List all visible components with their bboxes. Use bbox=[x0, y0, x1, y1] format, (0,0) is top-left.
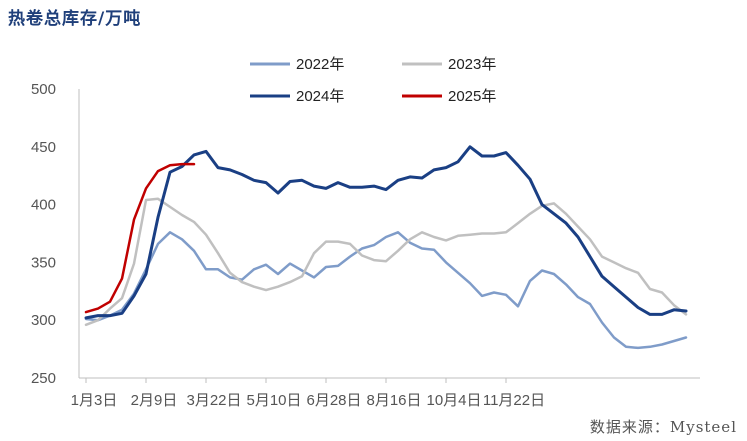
series-line-2022年 bbox=[84, 231, 688, 350]
series-line-2024年 bbox=[84, 145, 688, 320]
y-tick-label: 300 bbox=[31, 312, 56, 329]
data-source: 数据来源：Mysteel bbox=[589, 418, 737, 436]
y-axis: 250 300 350 400 450 500 bbox=[31, 81, 56, 387]
legend-label: 2023年 bbox=[448, 56, 496, 73]
legend-label: 2024年 bbox=[296, 88, 344, 105]
legend-label: 2025年 bbox=[448, 88, 496, 105]
legend-label: 2022年 bbox=[296, 56, 344, 73]
x-tick-label: 5月10日 bbox=[246, 392, 301, 409]
x-tick-label: 3月22日 bbox=[186, 392, 241, 409]
y-tick-label: 500 bbox=[31, 81, 56, 98]
y-tick-label: 450 bbox=[31, 139, 56, 156]
x-tick-label: 11月22日 bbox=[483, 392, 545, 409]
x-axis: 1月3日 2月9日 3月22日 5月10日 6月28日 8月16日 10月4日 11月22日 bbox=[71, 378, 545, 409]
x-tick-label: 2月9日 bbox=[131, 392, 178, 409]
x-tick-label: 1月3日 bbox=[71, 392, 118, 409]
legend: 2022年 2023年 2024年 2025年 bbox=[250, 56, 496, 105]
x-tick-label: 6月28日 bbox=[306, 392, 361, 409]
y-tick-label: 250 bbox=[31, 370, 56, 387]
y-tick-label: 350 bbox=[31, 254, 56, 271]
x-tick-label: 10月4日 bbox=[426, 392, 481, 409]
chart-title: 热卷总库存/万吨 bbox=[8, 9, 142, 29]
series-line-2023年 bbox=[84, 197, 688, 327]
x-tick-label: 8月16日 bbox=[366, 392, 421, 409]
y-tick-label: 400 bbox=[31, 197, 56, 214]
series-line-2025年 bbox=[84, 162, 196, 314]
series-lines bbox=[84, 145, 688, 350]
